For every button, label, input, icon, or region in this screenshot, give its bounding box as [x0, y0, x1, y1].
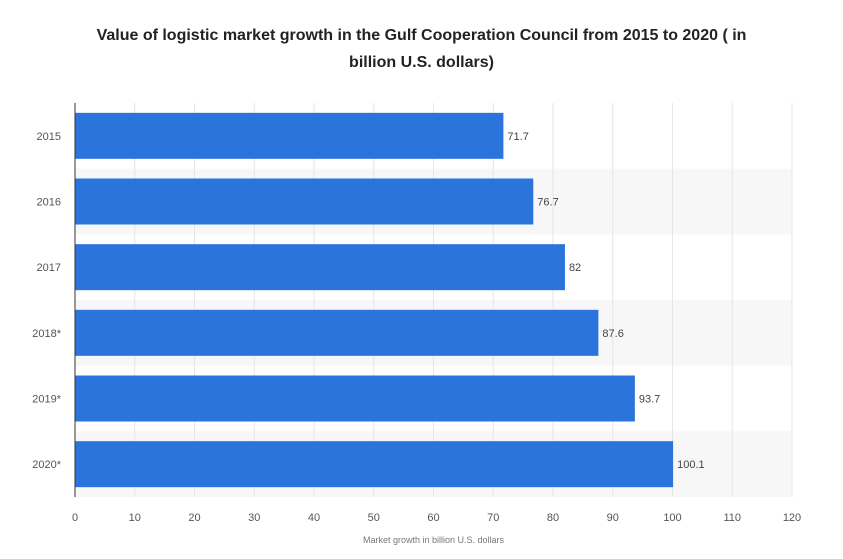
gridlines	[134, 103, 793, 497]
chart-title: Value of logistic market growth in the G…	[0, 22, 843, 76]
x-tick-label: 60	[427, 512, 439, 524]
x-axis-title: Market growth in billion U.S. dollars	[363, 535, 505, 545]
x-tick-label: 80	[547, 512, 559, 524]
x-tick-label: 90	[607, 512, 619, 524]
x-tick-label: 110	[723, 512, 741, 524]
value-label: 71.7	[507, 131, 528, 143]
x-tick-label: 100	[663, 512, 681, 524]
x-tick-label: 30	[248, 512, 260, 524]
category-labels: 2015 2016 2017 2018* 2019* 2020*	[32, 131, 61, 471]
value-labels: 71.7 76.7 82 87.6 93.7 100.1	[507, 131, 704, 471]
x-tick-label: 70	[487, 512, 499, 524]
x-tick-label: 0	[72, 512, 78, 524]
value-label: 87.6	[602, 328, 623, 340]
x-tick-label: 10	[129, 512, 141, 524]
x-tick-label: 120	[783, 512, 801, 524]
category-label: 2018*	[32, 328, 61, 340]
x-tick-label: 20	[188, 512, 200, 524]
bar	[75, 441, 674, 488]
category-label: 2016	[37, 197, 61, 209]
bar	[75, 112, 504, 159]
bars	[75, 112, 674, 488]
bar	[75, 375, 635, 422]
value-label: 76.7	[537, 197, 558, 209]
category-label: 2019*	[32, 394, 61, 406]
x-axis-ticks: 0 10 20 30 40 50 60 70 80 90 100 110 120	[72, 512, 801, 524]
category-label: 2015	[37, 131, 61, 143]
x-tick-label: 50	[368, 512, 380, 524]
category-label: 2017	[37, 262, 61, 274]
bar	[75, 309, 599, 356]
category-label: 2020*	[32, 459, 61, 471]
chart-title-line-1: Value of logistic market growth in the G…	[96, 27, 747, 44]
chart-title-line-2: billion U.S. dollars)	[349, 54, 494, 71]
bar	[75, 178, 534, 225]
value-label: 100.1	[677, 459, 705, 471]
x-tick-label: 40	[308, 512, 320, 524]
value-label: 82	[569, 262, 581, 274]
value-label: 93.7	[639, 394, 660, 406]
bar	[75, 244, 565, 291]
